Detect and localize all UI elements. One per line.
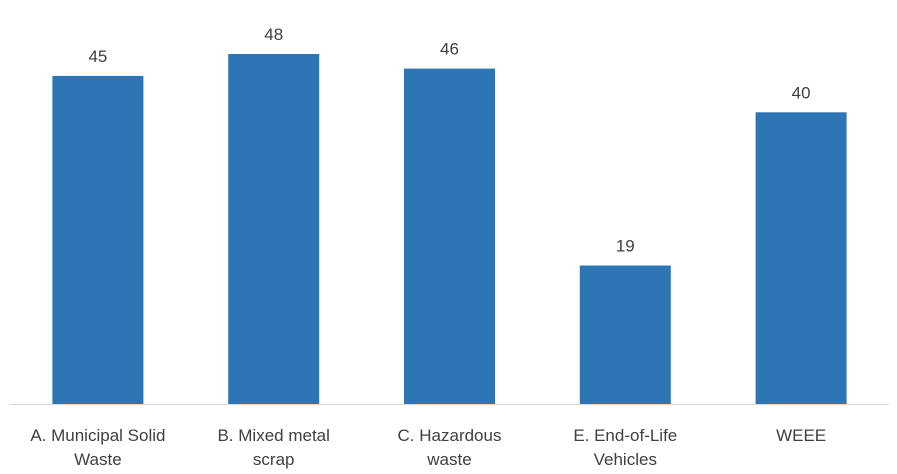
category-label-line: scrap bbox=[253, 450, 295, 469]
bar-5 bbox=[755, 112, 847, 405]
value-labels-group: 45 48 46 19 40 bbox=[88, 25, 810, 256]
category-label-line: B. Mixed metal bbox=[217, 426, 329, 445]
bars-group bbox=[52, 54, 847, 405]
category-label: A. Municipal Solid Waste bbox=[30, 426, 165, 469]
bar-value-label: 19 bbox=[616, 237, 635, 256]
category-label: C. Hazardous waste bbox=[398, 426, 502, 469]
bar-2 bbox=[228, 54, 320, 404]
category-label-line: Waste bbox=[74, 450, 122, 469]
bar-value-label: 45 bbox=[88, 47, 107, 66]
category-label: E. End-of-Life Vehicles bbox=[573, 426, 677, 469]
bar-value-label: 48 bbox=[264, 25, 283, 44]
category-labels-group: A. Municipal Solid Waste B. Mixed metal scr… bbox=[30, 426, 826, 469]
bar-value-label: 40 bbox=[792, 83, 811, 102]
bar-4 bbox=[579, 265, 671, 404]
category-label: WEEE bbox=[776, 426, 826, 445]
category-label-line: C. Hazardous bbox=[398, 426, 502, 445]
bar-1 bbox=[52, 75, 144, 405]
category-label-line: waste bbox=[426, 450, 471, 469]
category-label-line: Vehicles bbox=[594, 450, 657, 469]
category-label-line: WEEE bbox=[776, 426, 826, 445]
bar-3 bbox=[404, 68, 495, 404]
category-label-line: E. End-of-Life bbox=[573, 426, 677, 445]
category-label: B. Mixed metal scrap bbox=[217, 426, 329, 469]
bar-value-label: 46 bbox=[440, 40, 459, 59]
category-label-line: A. Municipal Solid bbox=[30, 426, 165, 445]
